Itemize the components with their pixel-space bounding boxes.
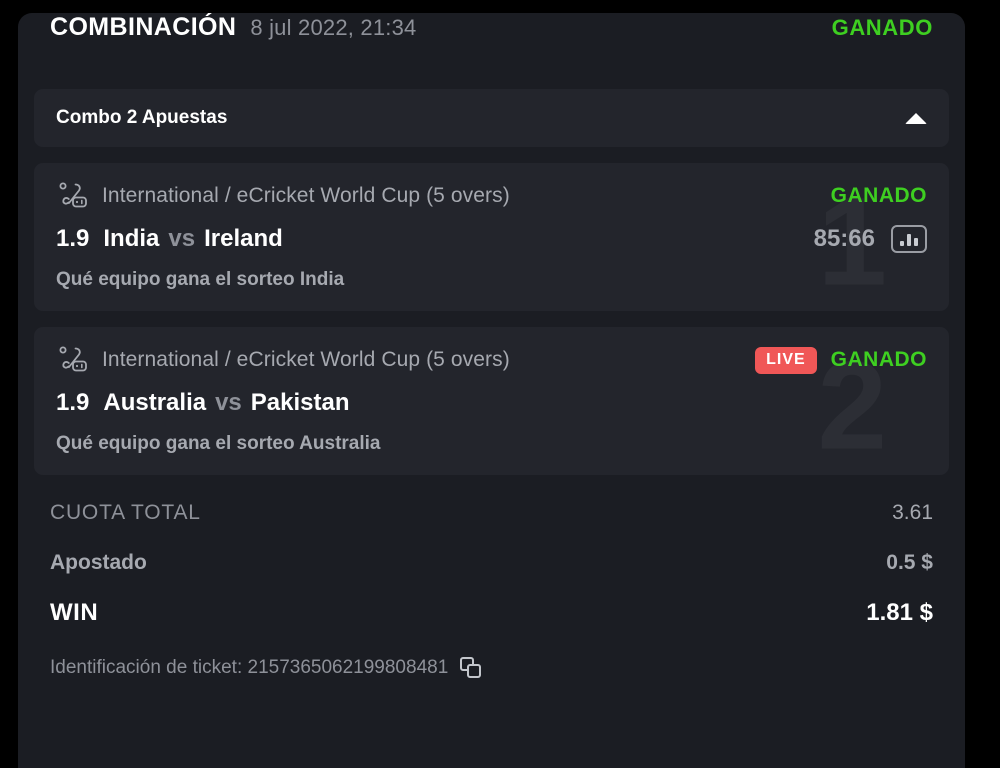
win-value: 1.81 $ [866, 599, 933, 626]
bet-item[interactable]: 1 International / eCricket World Cup (5 … [34, 163, 949, 311]
bar-chart-icon[interactable] [891, 225, 927, 253]
home-team-label: India [103, 225, 160, 252]
bet-league-row: International / eCricket World Cup (5 ov… [56, 343, 927, 377]
vs-separator: vs [215, 389, 242, 416]
stake-row: Apostado 0.5 $ [50, 551, 933, 575]
stake-value: 0.5 $ [886, 551, 933, 574]
bet-result-badge: GANADO [830, 184, 927, 207]
win-row: WIN 1.81 $ [50, 599, 933, 627]
live-badge: LIVE [755, 346, 817, 374]
ticket-type-label: COMBINACIÓN [50, 13, 237, 41]
ticket-id-row: Identificación de ticket: 21573650621998… [50, 657, 933, 679]
combo-toggle-bar[interactable]: Combo 2 Apuestas [34, 89, 949, 147]
copy-icon-front-square [467, 664, 482, 678]
win-label: WIN [50, 599, 99, 626]
total-odds-value: 3.61 [892, 501, 933, 524]
ticket-date: 8 jul 2022, 21:34 [250, 15, 417, 40]
bet-match-row: 1.9 India vs Ireland 85:66 [56, 225, 927, 253]
bet-league-label: International / eCricket World Cup (5 ov… [102, 348, 510, 371]
ecricket-icon [56, 343, 90, 377]
home-team-label: Australia [103, 389, 207, 416]
ecricket-icon [56, 179, 90, 213]
bet-ticket-card: COMBINACIÓN 8 jul 2022, 21:34 GANADO Com… [18, 13, 965, 768]
copy-icon[interactable] [460, 657, 482, 679]
bet-market-label: Qué equipo gana el sorteo Australia [56, 433, 381, 454]
bet-result-badge: GANADO [830, 348, 927, 371]
total-odds-row: CUOTA TOTAL 3.61 [50, 501, 933, 525]
ticket-status-badge: GANADO [831, 15, 933, 40]
combo-title: Combo 2 Apuestas [56, 107, 228, 128]
bet-odd-value: 1.9 [56, 225, 90, 252]
total-odds-label: CUOTA TOTAL [50, 501, 201, 524]
bet-odd-value: 1.9 [56, 389, 90, 416]
bet-match-row: 1.9 Australia vs Pakistan [56, 389, 927, 417]
away-team-label: Pakistan [250, 389, 350, 416]
away-team-label: Ireland [204, 225, 283, 252]
vs-separator: vs [168, 225, 196, 252]
bet-item[interactable]: 2 International / eCricket World Cup (5 … [34, 327, 949, 475]
caret-up-icon[interactable] [905, 112, 927, 124]
ticket-header: COMBINACIÓN 8 jul 2022, 21:34 GANADO [34, 13, 949, 89]
stake-label: Apostado [50, 551, 147, 574]
bet-score: 85:66 [813, 225, 875, 252]
bet-league-label: International / eCricket World Cup (5 ov… [102, 184, 510, 207]
ticket-id-label: Identificación de ticket: 21573650621998… [50, 657, 449, 678]
bet-market-label: Qué equipo gana el sorteo India [56, 269, 345, 290]
ticket-summary: CUOTA TOTAL 3.61 Apostado 0.5 $ WIN 1.81… [34, 501, 949, 679]
bet-league-row: International / eCricket World Cup (5 ov… [56, 179, 927, 213]
